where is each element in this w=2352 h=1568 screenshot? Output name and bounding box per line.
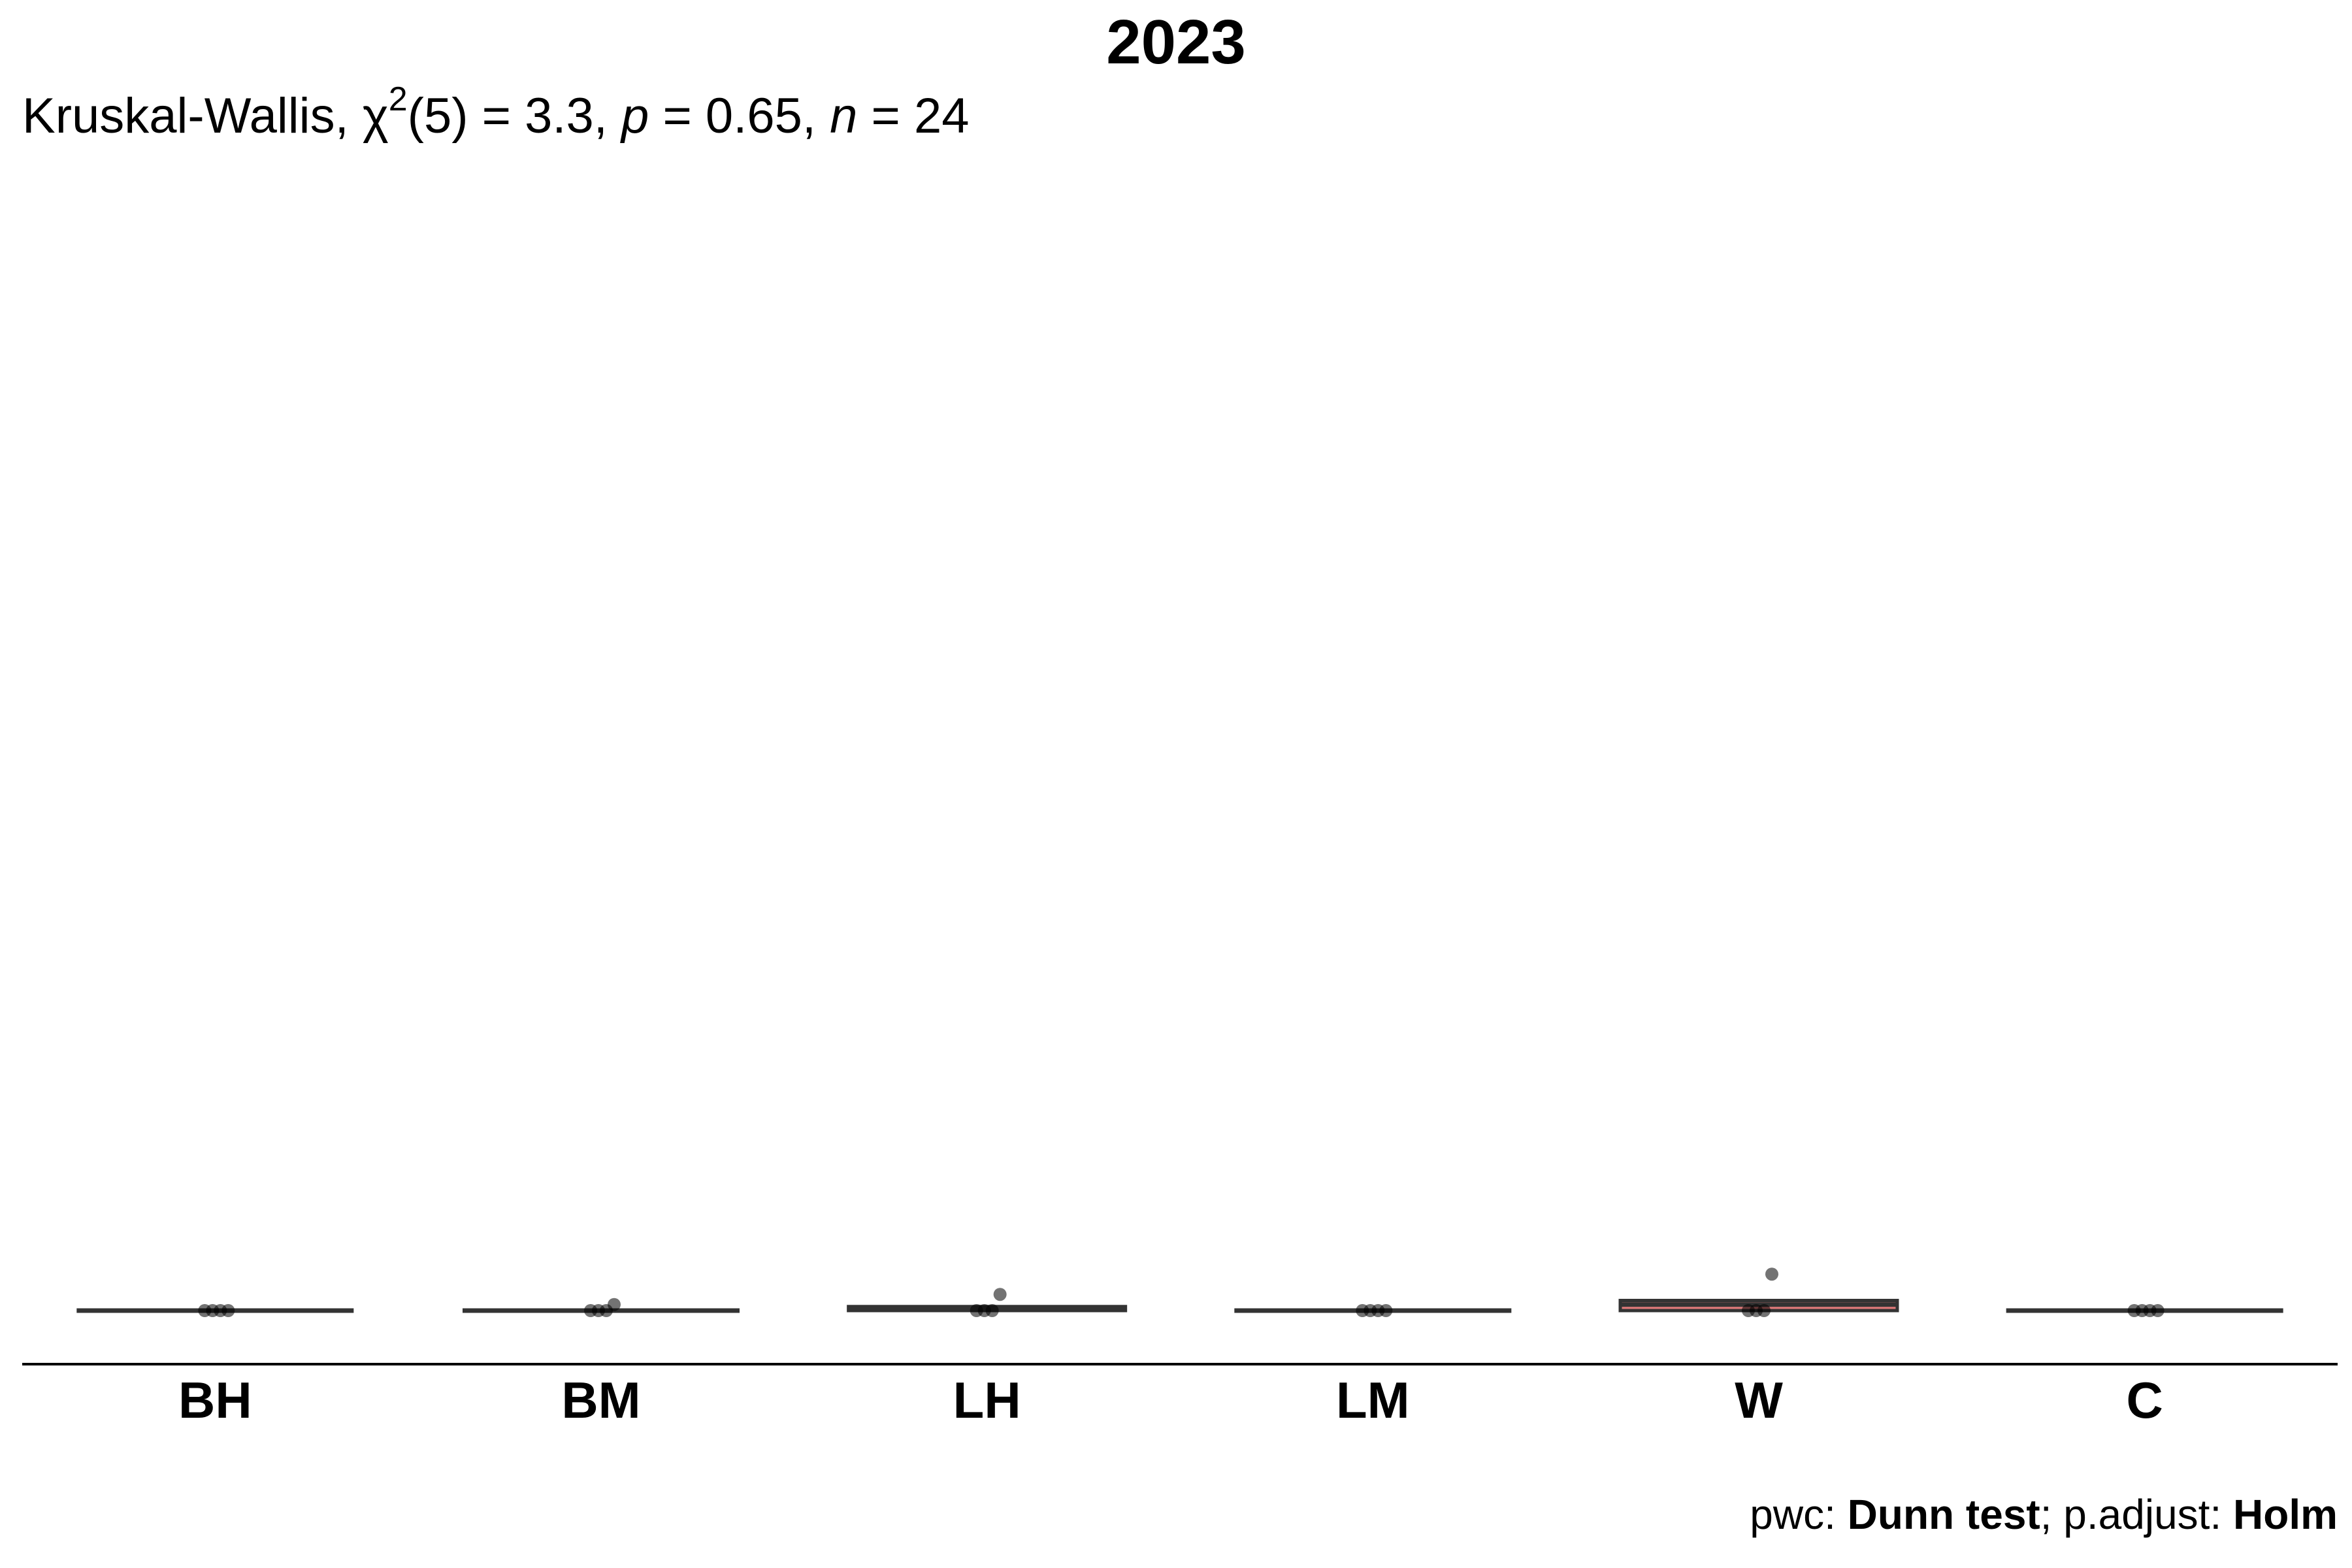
x-tick-label-bh: BH bbox=[178, 1371, 252, 1429]
box-w bbox=[1618, 1267, 1899, 1317]
data-point-lh bbox=[993, 1288, 1007, 1301]
box-lm bbox=[1234, 1304, 1512, 1317]
chi-exponent: 2 bbox=[388, 80, 408, 118]
n-label: n bbox=[830, 88, 858, 144]
adjust-label: ; p.adjust: bbox=[2040, 1491, 2233, 1538]
chart-subtitle: Kruskal-Wallis, χ2(5) = 3.3, p = 0.65, n… bbox=[22, 80, 970, 154]
x-tick-label-lh: LH bbox=[953, 1371, 1021, 1429]
pwc-label: pwc: bbox=[1750, 1491, 1848, 1538]
x-tick-label-lm: LM bbox=[1336, 1371, 1410, 1429]
data-point-lh bbox=[985, 1304, 999, 1317]
data-point-c bbox=[2151, 1304, 2164, 1317]
x-tick-label-c: C bbox=[2126, 1371, 2163, 1429]
p-value: = 0.65, bbox=[662, 88, 816, 144]
data-point-bh bbox=[221, 1304, 235, 1317]
n-value: = 24 bbox=[871, 88, 970, 144]
p-label: p bbox=[621, 88, 649, 144]
chi-statistic: (5) = 3.3, bbox=[407, 88, 608, 144]
adjust-method: Holm bbox=[2233, 1491, 2338, 1538]
data-point-w bbox=[1757, 1304, 1771, 1317]
box-bh bbox=[76, 1304, 354, 1317]
chart-caption: pwc: Dunn test; p.adjust: Holm bbox=[1750, 1487, 2338, 1542]
box-layer bbox=[76, 1267, 2283, 1317]
box-bm bbox=[463, 1298, 740, 1317]
x-tick-label-w: W bbox=[1735, 1371, 1783, 1429]
x-tick-labels: BH BM LH LM W C bbox=[178, 1371, 2163, 1429]
data-point-lm bbox=[1379, 1304, 1393, 1317]
box-c bbox=[2006, 1304, 2283, 1317]
chi-symbol: χ bbox=[362, 88, 389, 144]
box-lh bbox=[847, 1288, 1128, 1317]
test-name: Kruskal-Wallis, bbox=[22, 88, 349, 144]
pwc-method: Dunn test bbox=[1847, 1491, 2040, 1538]
chart-title: 2023 bbox=[1106, 7, 1246, 77]
x-tick-label-bm: BM bbox=[561, 1371, 640, 1429]
data-point-w bbox=[1765, 1267, 1778, 1281]
data-point-bm bbox=[608, 1298, 621, 1311]
